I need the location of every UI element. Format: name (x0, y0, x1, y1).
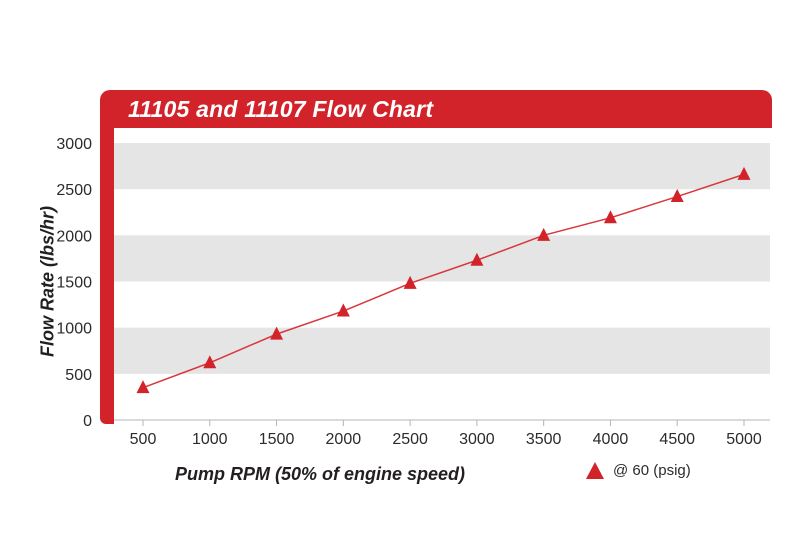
data-point-marker (403, 275, 417, 289)
legend-triangle-icon (586, 462, 604, 479)
x-tick-label: 2500 (392, 431, 428, 448)
plot-band (114, 327, 770, 374)
data-point-marker (203, 355, 217, 369)
y-tick-label: 1500 (56, 275, 92, 292)
data-point-marker (470, 252, 484, 266)
data-point-marker (603, 210, 617, 224)
data-point-marker (537, 227, 551, 241)
y-tick-label: 2500 (56, 182, 92, 199)
x-tick-label: 1000 (192, 431, 228, 448)
x-tick-label: 4000 (593, 431, 629, 448)
y-tick-label: 3000 (56, 136, 92, 153)
y-axis-label: Flow Rate (lbs/hr) (37, 206, 58, 358)
data-point-marker (336, 303, 350, 317)
x-tick-label: 2000 (326, 431, 362, 448)
data-point-marker (136, 380, 150, 394)
x-tick-label: 4500 (659, 431, 695, 448)
x-tick-label: 3000 (459, 431, 495, 448)
y-tick-label: 0 (83, 413, 92, 430)
data-point-marker (670, 189, 684, 203)
y-axis-accent-bar (100, 127, 114, 424)
x-tick-label: 500 (130, 431, 157, 448)
y-tick-label: 500 (65, 367, 92, 384)
x-tick-label: 1500 (259, 431, 295, 448)
x-tick-label: 5000 (726, 431, 762, 448)
chart-header: 11105 and 11107 Flow Chart (100, 90, 772, 128)
data-point-marker (737, 166, 751, 180)
y-tick-label: 1000 (56, 321, 92, 338)
plot-band (114, 235, 770, 282)
data-point-marker (270, 326, 284, 340)
y-tick-label: 2000 (56, 228, 92, 245)
legend-label: @ 60 (psig) (613, 462, 691, 479)
legend: @ 60 (psig) (586, 462, 691, 479)
x-tick-label: 3500 (526, 431, 562, 448)
data-line (142, 173, 745, 389)
x-axis-label: Pump RPM (50% of engine speed) (174, 464, 466, 484)
chart-title: 11105 and 11107 Flow Chart (128, 95, 434, 122)
plot-band (114, 143, 770, 190)
